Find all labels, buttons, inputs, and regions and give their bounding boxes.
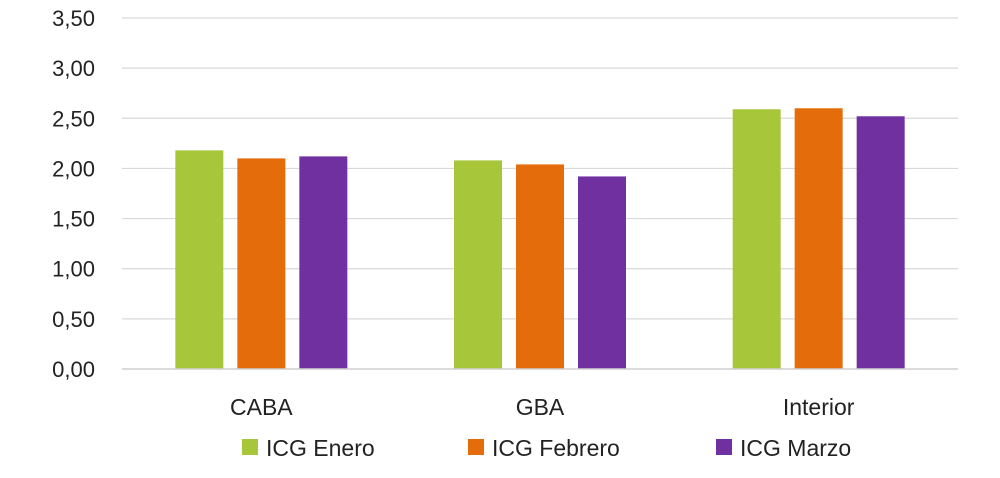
y-tick-label: 2,50 — [52, 106, 95, 131]
legend-swatch — [242, 439, 258, 455]
bar-caba-2 — [237, 158, 286, 369]
bar-interior-3 — [856, 116, 905, 369]
y-tick-label: 3,50 — [52, 6, 95, 31]
bar-caba-3 — [299, 156, 348, 369]
y-tick-label: 0,50 — [52, 307, 95, 332]
y-tick-label: 3,00 — [52, 56, 95, 81]
bar-interior-1 — [732, 109, 781, 369]
category-label: CABA — [230, 394, 293, 420]
bar-gba-1 — [454, 160, 502, 369]
y-tick-label: 2,00 — [52, 156, 95, 181]
legend-swatch — [468, 439, 484, 455]
legend-label: ICG Marzo — [740, 435, 851, 461]
legend-label: ICG Enero — [266, 435, 375, 461]
y-tick-label: 0,00 — [52, 357, 95, 382]
bar-gba-3 — [578, 176, 626, 369]
legend-label: ICG Febrero — [492, 435, 620, 461]
bar-caba-1 — [175, 150, 224, 369]
bar-gba-2 — [516, 164, 564, 369]
category-label: GBA — [516, 394, 565, 420]
legend: ICG Enero ICG Febrero ICG Marzo — [242, 435, 851, 461]
bars — [175, 108, 905, 369]
category-label: Interior — [783, 394, 855, 420]
y-axis-ticks: 0,00 0,50 1,00 1,50 2,00 2,50 3,00 3,50 — [52, 6, 95, 382]
y-tick-label: 1,00 — [52, 257, 95, 282]
y-tick-label: 1,50 — [52, 207, 95, 232]
legend-swatch — [716, 439, 732, 455]
category-labels: CABA GBA Interior — [230, 394, 855, 420]
bar-interior-2 — [794, 108, 843, 369]
